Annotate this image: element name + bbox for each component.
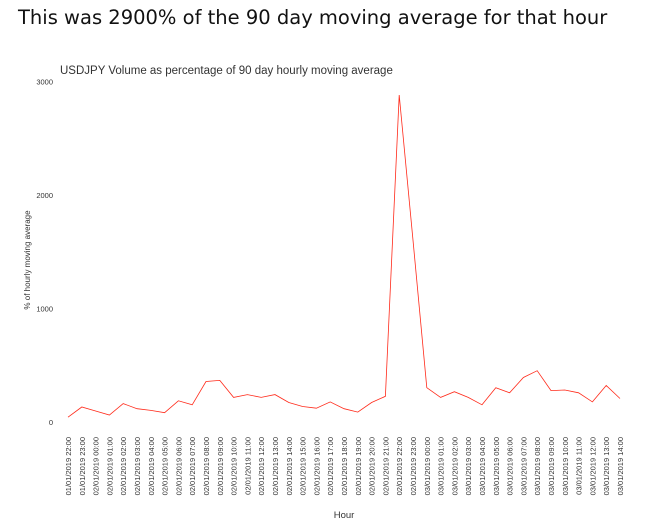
y-tick-label: 3000 [36, 77, 53, 86]
x-tick-label: 03/01/2019 07:00 [519, 437, 528, 495]
x-tick-label: 02/01/2019 22:00 [395, 437, 404, 495]
x-tick-label: 03/01/2019 05:00 [492, 437, 501, 495]
x-tick-label: 02/01/2019 15:00 [299, 437, 308, 495]
y-tick-label: 1000 [36, 304, 53, 313]
chart-title: USDJPY Volume as percentage of 90 day ho… [60, 65, 393, 77]
x-tick-label: 02/01/2019 12:00 [257, 437, 266, 495]
x-tick-label: 02/01/2019 00:00 [92, 437, 101, 495]
x-tick-label: 02/01/2019 10:00 [230, 437, 239, 495]
x-tick-label: 03/01/2019 10:00 [561, 437, 570, 495]
x-tick-label: 02/01/2019 03:00 [133, 437, 142, 495]
heading: This was 2900% of the 90 day moving aver… [18, 6, 608, 29]
y-tick-label: 2000 [36, 191, 53, 200]
data-line [67, 94, 621, 418]
x-tick-label: 02/01/2019 17:00 [326, 437, 335, 495]
x-tick-label: 03/01/2019 09:00 [547, 437, 556, 495]
x-tick-label: 02/01/2019 11:00 [243, 437, 252, 495]
x-tick-label: 02/01/2019 21:00 [381, 437, 390, 495]
x-tick-label: 02/01/2019 20:00 [368, 437, 377, 495]
x-tick-label: 02/01/2019 06:00 [174, 437, 183, 495]
y-tick-label: 0 [49, 418, 53, 427]
x-tick-label: 03/01/2019 03:00 [464, 437, 473, 495]
x-tick-label: 03/01/2019 14:00 [616, 437, 625, 495]
x-tick-label: 02/01/2019 23:00 [409, 437, 418, 495]
x-tick-label: 02/01/2019 09:00 [216, 437, 225, 495]
x-tick-label: 02/01/2019 04:00 [147, 437, 156, 495]
x-tick-label: 03/01/2019 13:00 [602, 437, 611, 495]
x-tick-label: 03/01/2019 12:00 [588, 437, 597, 495]
x-axis-label: Hour [334, 510, 355, 521]
x-tick-label: 03/01/2019 04:00 [478, 437, 487, 495]
x-tick-label: 01/01/2019 23:00 [78, 437, 87, 495]
x-tick-label: 03/01/2019 01:00 [437, 437, 446, 495]
x-tick-label: 03/01/2019 00:00 [423, 437, 432, 495]
x-tick-label: 03/01/2019 06:00 [506, 437, 515, 495]
x-tick-label: 02/01/2019 07:00 [188, 437, 197, 495]
x-tick-label: 03/01/2019 08:00 [533, 437, 542, 495]
x-tick-label: 02/01/2019 13:00 [271, 437, 280, 495]
x-tick-label: 02/01/2019 19:00 [354, 437, 363, 495]
x-tick-label: 03/01/2019 11:00 [575, 437, 584, 495]
x-tick-label: 02/01/2019 08:00 [202, 437, 211, 495]
x-tick-label: 02/01/2019 01:00 [105, 437, 114, 495]
x-tick-label: 03/01/2019 02:00 [450, 437, 459, 495]
x-tick-label: 01/01/2019 22:00 [64, 437, 73, 495]
x-tick-label: 02/01/2019 02:00 [119, 437, 128, 495]
x-tick-label: 02/01/2019 14:00 [285, 437, 294, 495]
x-tick-label: 02/01/2019 05:00 [161, 437, 170, 495]
x-tick-label: 02/01/2019 16:00 [312, 437, 321, 495]
x-tick-label: 02/01/2019 18:00 [340, 437, 349, 495]
y-axis-label: % of hourly moving average [23, 210, 32, 310]
